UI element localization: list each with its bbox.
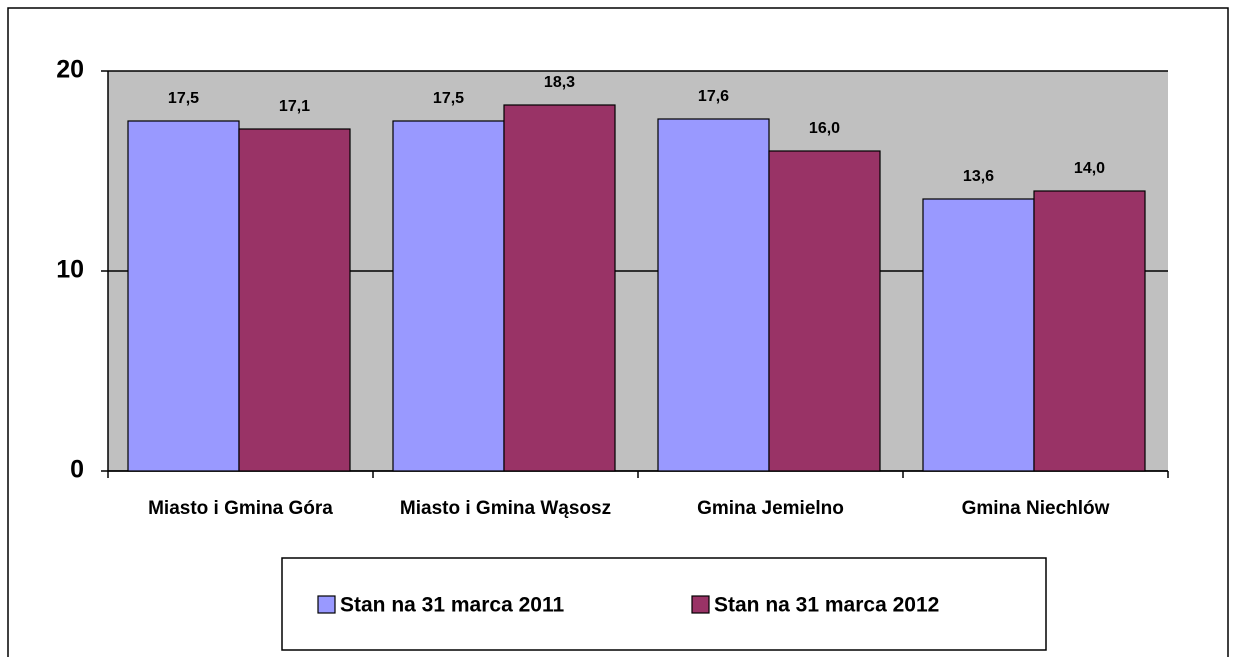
chart-frame <box>7 7 1229 657</box>
x-tick-label: Miasto i Gmina Góra <box>148 498 333 519</box>
data-label: 17,5 <box>168 90 199 107</box>
bar <box>657 118 770 472</box>
bar <box>392 120 505 472</box>
legend-swatch <box>691 595 710 614</box>
bar <box>503 104 616 472</box>
y-tick-label: 0 <box>70 456 84 484</box>
x-tick-label: Miasto i Gmina Wąsosz <box>399 498 612 519</box>
y-tick-label: 20 <box>56 56 84 84</box>
x-tick-label: Gmina Jemielno <box>697 498 844 519</box>
data-label: 13,6 <box>963 168 994 185</box>
y-tick-label: 10 <box>56 256 84 284</box>
data-label: 17,1 <box>279 98 310 115</box>
data-label: 17,6 <box>698 88 729 105</box>
legend-box <box>281 557 1047 651</box>
bar <box>768 150 881 472</box>
bar <box>238 128 351 472</box>
bar <box>1033 190 1146 472</box>
bar <box>922 198 1035 472</box>
x-tick-label: Gmina Niechlów <box>961 498 1110 519</box>
legend-label: Stan na 31 marca 2012 <box>714 594 939 617</box>
data-label: 17,5 <box>433 90 464 107</box>
legend-swatch <box>317 595 336 614</box>
data-label: 14,0 <box>1074 160 1105 177</box>
data-label: 18,3 <box>544 74 575 91</box>
data-label: 16,0 <box>809 120 840 137</box>
legend-label: Stan na 31 marca 2011 <box>340 594 564 617</box>
bar <box>127 120 240 472</box>
